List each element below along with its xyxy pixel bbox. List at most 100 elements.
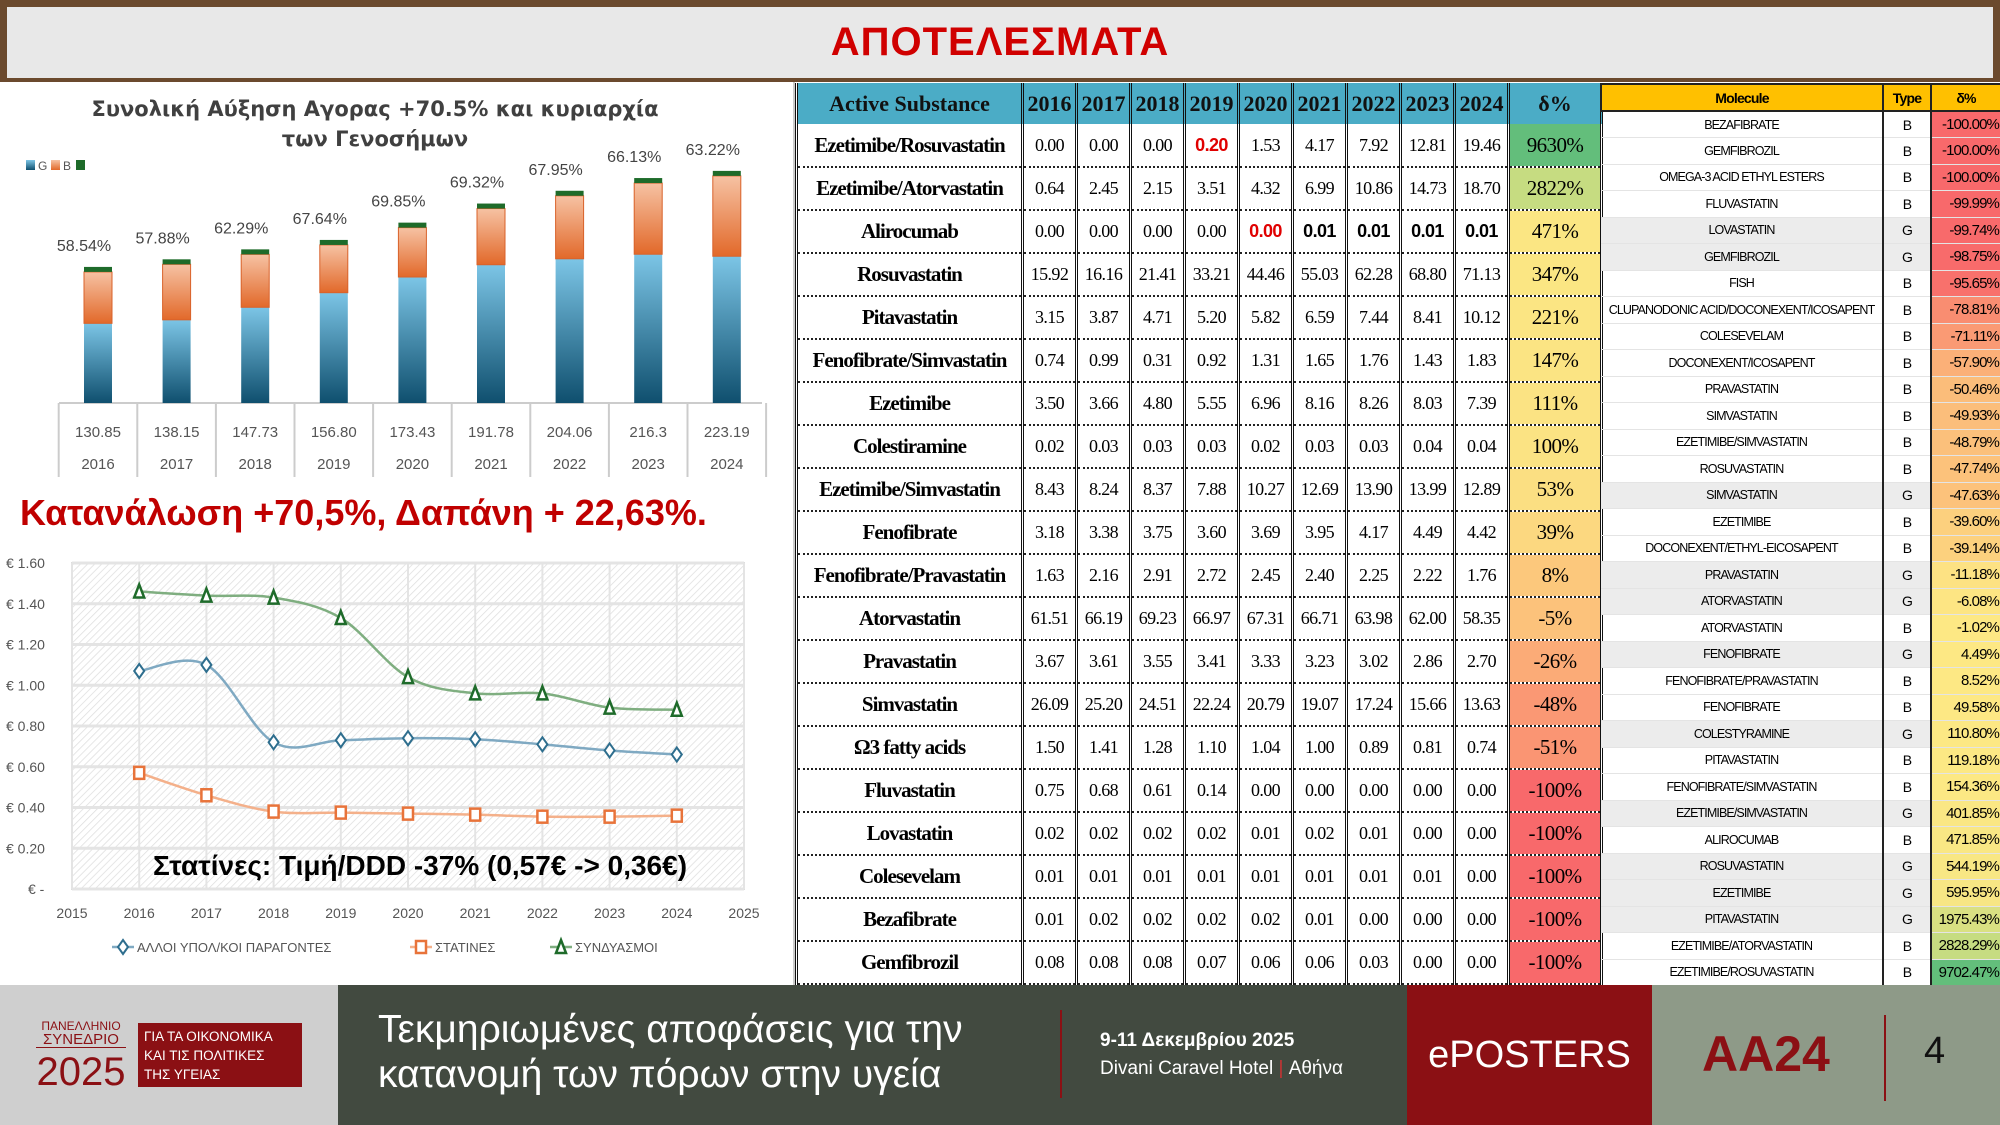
year-value: 0.00 (1129, 210, 1186, 254)
delta-percent: -100.00% (1931, 164, 2000, 191)
bar-branded (83, 271, 113, 324)
molecule-name: OMEGA-3 ACID ETHYL ESTERS (1601, 164, 1883, 191)
price-per-ddd-line-chart: € - € 0.20 € 0.40 € 0.60 € 0.80 € 1.00 € 1.20 €… (6, 555, 760, 956)
y-tick-label: € 1.20 (6, 637, 45, 653)
table-row: Ezetimibe/Rosuvastatin 0.00 0.00 0.00 0.20 1.… (795, 124, 1603, 168)
substance-name: Fenofibrate/Pravastatin (795, 554, 1024, 598)
table-row: ROSUVASTATIN B -47.74% (1601, 455, 2000, 483)
delta-percent: -39.14% (1931, 535, 2000, 562)
year-value: 0.92 (1183, 339, 1240, 383)
molecule-name: SIMVASTATIN (1601, 402, 1883, 430)
table-row: Bezafibrate 0.01 0.02 0.02 0.02 0.02 0.01 0.00 0… (795, 898, 1603, 942)
year-value: 55.03 (1291, 253, 1348, 297)
year-value: 1.31 (1237, 339, 1294, 383)
substance-name: Alirocumab (795, 210, 1024, 254)
table-row: COLESTYRAMINE G 110.80% (1601, 720, 2000, 748)
legend-label: ΑΛΛΟΙ ΥΠΟΛ/ΚΟΙ ΠΑΡΑΓΟΝΤΕΣ (137, 940, 331, 955)
delta-percent: 471% (1507, 210, 1603, 254)
table-row: Lovastatin 0.02 0.02 0.02 0.02 0.01 0.02 0.01 0.… (795, 812, 1603, 856)
data-point (266, 587, 281, 605)
year-value: 3.23 (1291, 640, 1348, 684)
slogan-line2: κατανομή των πόρων στην υγεία (378, 1053, 942, 1096)
year-value: 0.00 (1129, 124, 1186, 168)
substance-name: Pitavastatin (795, 296, 1024, 340)
year-value: 2.16 (1075, 554, 1132, 598)
year-value: 12.81 (1399, 124, 1456, 168)
table-row: COLESEVELAM B -71.11% (1601, 323, 2000, 350)
type-code: B (1882, 667, 1932, 695)
bar-other (319, 239, 348, 245)
eposters-label: ePOSTERS (1428, 1033, 1631, 1076)
molecule-name: ATORVASTATIN (1601, 614, 1883, 642)
year-value: 1.00 (1291, 726, 1348, 770)
column-header: δ% (1507, 83, 1603, 124)
data-point (468, 682, 483, 701)
year-value: 17.24 (1345, 683, 1402, 727)
delta-percent: 401.85% (1931, 800, 2000, 827)
congress-logo: ΠΑΝΕΛΛΗΝΙΟ ΣΥΝΕΔΡΙΟ 2025 ΓΙΑ ΤΑ ΟΙΚΟΝΟΜΙ… (0, 985, 338, 1125)
year-value: 0.00 (1453, 855, 1510, 899)
molecule-name: ATORVASTATIN (1601, 588, 1883, 615)
year-value: 61.51 (1021, 597, 1078, 641)
year-value: 2.86 (1399, 640, 1456, 684)
year-value: 3.33 (1237, 640, 1294, 684)
logo-box-line: ΤΗΣ ΥΓΕΙΑΣ (144, 1067, 221, 1082)
year-value: 2.72 (1183, 554, 1240, 598)
generic-share-label: 67.95% (528, 162, 582, 179)
molecule-name: FENOFIBRATE (1601, 694, 1883, 721)
data-point (536, 809, 549, 824)
molecule-name: EZETIMIBE/SIMVASTATIN (1601, 800, 1883, 827)
delta-percent: -26% (1507, 640, 1603, 684)
year-value: 0.00 (1453, 941, 1510, 985)
event-city: Αθήνα (1288, 1058, 1343, 1079)
data-point (670, 808, 684, 823)
substance-name: Gemfibrozil (795, 941, 1024, 985)
year-value: 0.02 (1129, 812, 1186, 856)
year-value: 10.12 (1453, 296, 1510, 340)
type-code: B (1882, 429, 1932, 456)
year-value: 0.01 (1345, 855, 1402, 899)
delta-percent: -78.81% (1931, 296, 2000, 324)
divider (1884, 1015, 1886, 1101)
year-value: 22.24 (1183, 683, 1240, 727)
year-value: 19.07 (1291, 683, 1348, 727)
substance-name: Rosuvastatin (795, 253, 1024, 297)
bar-generic (84, 323, 112, 403)
table-row: Rosuvastatin 15.92 16.16 21.41 33.21 44.46 55.… (795, 253, 1603, 297)
delta-percent: 471.85% (1931, 826, 2000, 854)
type-code: G (1882, 720, 1932, 748)
substance-name: Colesevelam (795, 855, 1024, 899)
year-value: 0.04 (1453, 425, 1510, 469)
year-value: 44.46 (1237, 253, 1294, 297)
year-value: 0.06 (1291, 941, 1348, 985)
statins-annotation: Στατίνες: Τιμή/DDD -37% (0,57€ -> 0,36€) (153, 850, 687, 881)
table-row: PITAVASTATIN B 119.18% (1601, 747, 2000, 774)
molecule-name: FLUVASTATIN (1601, 190, 1883, 218)
data-point (200, 656, 213, 674)
delta-percent: 1975.43% (1931, 906, 2000, 933)
event-date: 9-11 Δεκεμβρίου 2025 (1100, 1030, 1295, 1051)
year-value: 0.03 (1345, 425, 1402, 469)
bar-branded (633, 182, 663, 255)
page-title: ΑΠΟΤΕΛΕΣΜΑΤΑ (830, 20, 1170, 64)
bar-other (555, 190, 584, 196)
delta-percent: 9630% (1507, 124, 1603, 168)
data-point (401, 806, 415, 821)
total-value-label: 204.06 (547, 424, 593, 441)
table-row: Fenofibrate/Pravastatin 1.63 2.16 2.91 2.72 2… (795, 554, 1603, 598)
molecule-name: COLESEVELAM (1601, 323, 1883, 350)
column-header: δ% (1930, 83, 2000, 112)
molecule-name: FENOFIBRATE/SIMVASTATIN (1601, 773, 1883, 801)
year-value: 0.00 (1075, 210, 1132, 254)
year-value: 3.61 (1075, 640, 1132, 684)
year-value: 1.53 (1237, 124, 1294, 168)
delta-percent: -95.65% (1931, 270, 2000, 297)
table-row: SIMVASTATIN B -49.93% (1601, 402, 2000, 430)
year-value: 13.90 (1345, 468, 1402, 512)
molecule-name: ROSUVASTATIN (1601, 853, 1883, 880)
column-header: 2019 (1183, 83, 1240, 124)
year-value: 4.42 (1453, 511, 1510, 555)
year-value: 0.02 (1183, 898, 1240, 942)
year-value: 3.67 (1021, 640, 1078, 684)
generic-share-label: 69.85% (371, 194, 425, 211)
